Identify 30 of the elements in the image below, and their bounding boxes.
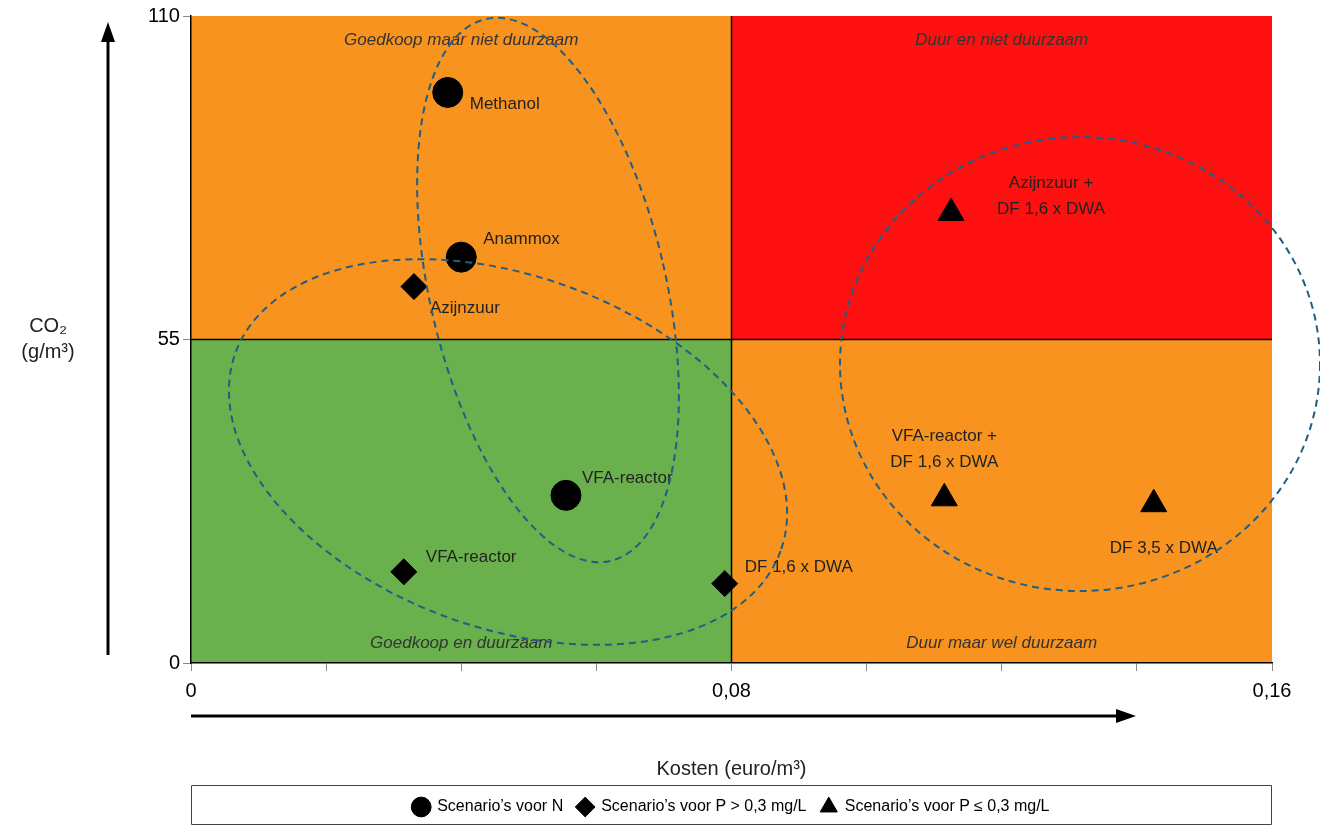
legend-label: Scenario’s voor P > 0,3 mg/L: [601, 797, 807, 815]
annotation: VFA-reactor: [425, 546, 517, 566]
annotation: VFA-reactor + DF 1,6 x DWA: [890, 426, 999, 471]
y-tick-label: 110: [148, 3, 180, 26]
annotation: Anammox: [483, 228, 561, 248]
point: [390, 558, 418, 586]
point: [400, 273, 428, 301]
annotation: Goedkoop en duurzaam: [370, 632, 553, 652]
x-tick-label: 0,16: [1252, 678, 1292, 701]
point: [445, 241, 477, 273]
x-tick-label: 0,08: [712, 678, 751, 701]
y-tick-label: 0: [168, 650, 180, 673]
annotation: DF 3,5 x DWA: [1109, 537, 1219, 557]
x-axis-title: Kosten (euro/m³): [656, 756, 807, 779]
point: [432, 76, 464, 108]
x-tick-label: 0: [185, 678, 197, 701]
legend-label: Scenario’s voor P ≤ 0,3 mg/L: [844, 797, 1050, 815]
annotation: Duur en niet duurzaam: [915, 29, 1089, 49]
annotation: DF 1,6 x DWA: [744, 557, 854, 577]
annotation: Azijnzuur: [429, 298, 501, 318]
annotation: Duur maar wel duurzaam: [906, 632, 1098, 652]
annotation: Methanol: [469, 94, 540, 114]
legend-label: Scenario’s voor N: [437, 797, 564, 815]
point: [711, 570, 739, 598]
annotation: VFA-reactor: [581, 468, 674, 488]
annotation: Azijnzuur + DF 1,6 x DWA: [997, 172, 1106, 218]
point: [550, 479, 582, 511]
annotation: Goedkoop maar niet duurzaam: [344, 29, 579, 49]
y-axis-title: CO₂ (g/m³): [21, 314, 75, 363]
y-tick-label: 55: [157, 327, 180, 350]
